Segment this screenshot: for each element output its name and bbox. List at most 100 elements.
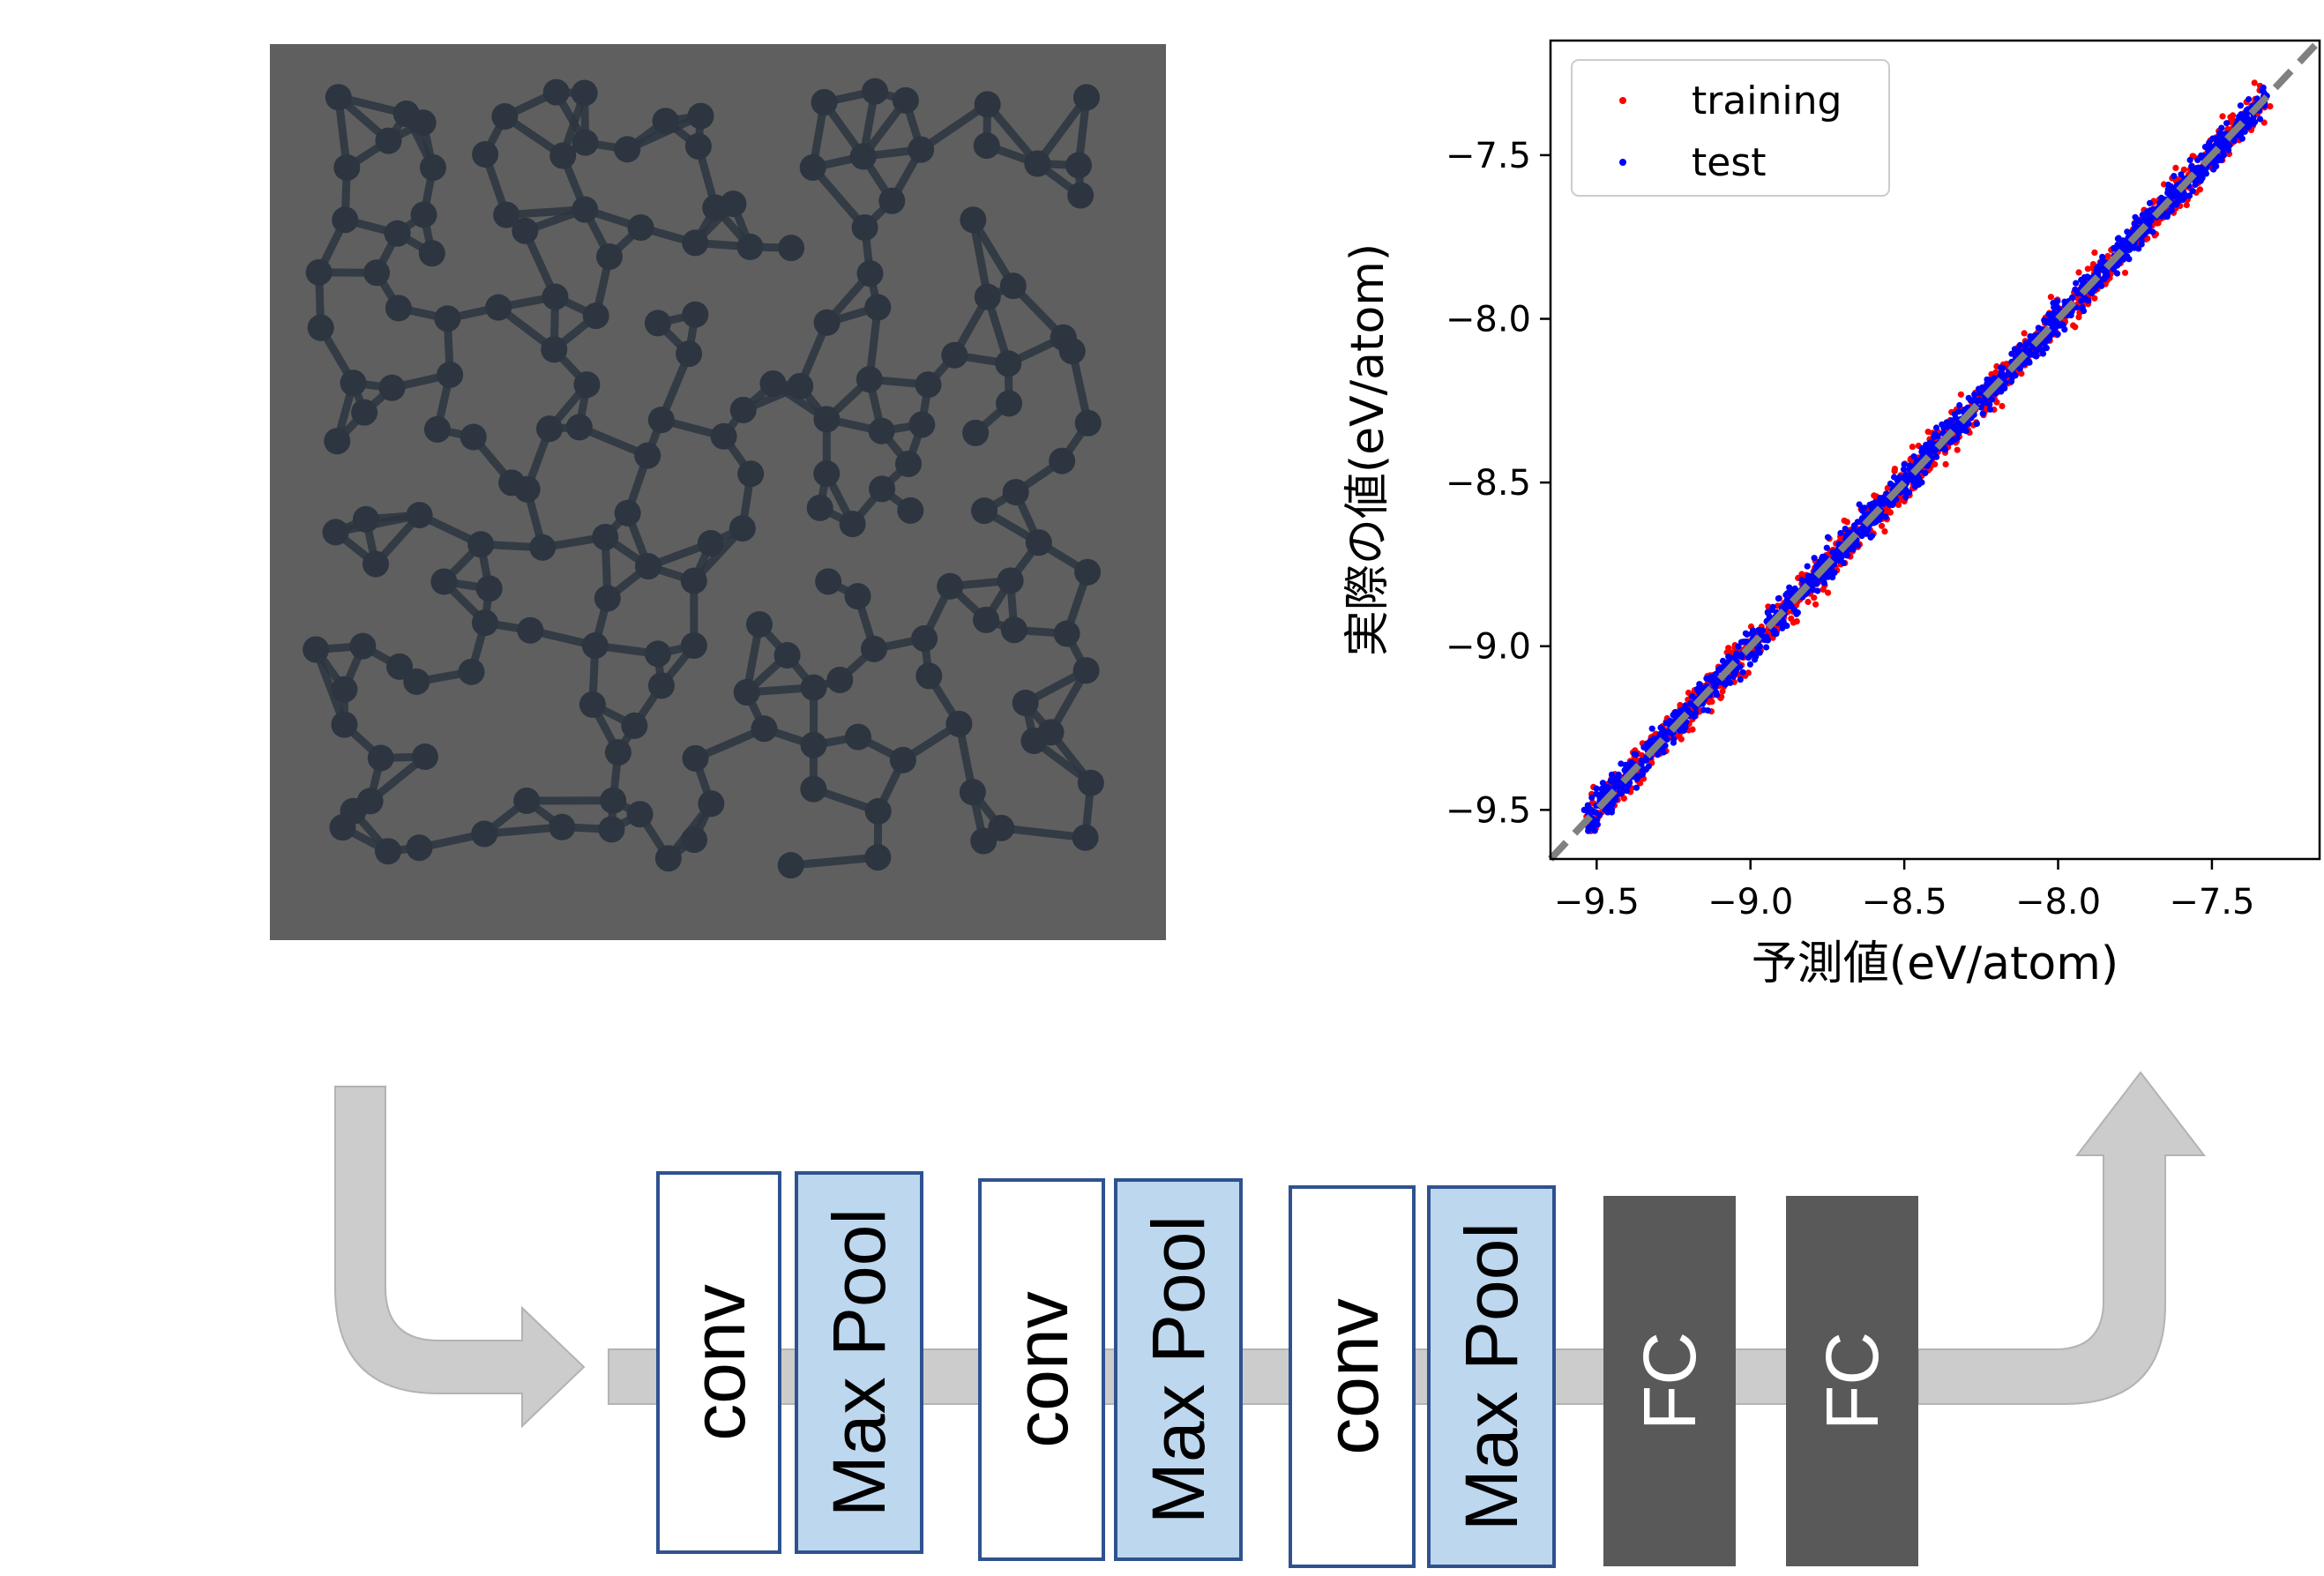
layer-block-4-pool: Max Pool	[1114, 1178, 1243, 1561]
point-test	[1915, 481, 1922, 489]
atom	[460, 423, 487, 451]
point-test	[1955, 408, 1962, 415]
point-test	[1901, 461, 1908, 468]
layer-block-8-fc: FC	[1786, 1196, 1918, 1566]
atom	[437, 361, 464, 388]
point-test	[2172, 188, 2179, 195]
point-test	[2078, 304, 2086, 311]
point-test	[1823, 544, 1830, 551]
point-test	[1977, 404, 1984, 411]
atom	[962, 419, 990, 446]
point-test	[1744, 631, 1751, 639]
point-test	[2201, 144, 2208, 151]
point-test	[1791, 585, 1798, 593]
atom	[410, 201, 437, 228]
atom	[878, 187, 906, 214]
point-test	[1735, 643, 1742, 650]
atom	[572, 129, 599, 156]
atom	[799, 153, 826, 181]
atom	[897, 497, 924, 524]
point-test	[1926, 439, 1933, 447]
point-test	[1902, 477, 1910, 484]
point-test	[2192, 181, 2199, 189]
atom	[682, 301, 709, 328]
point-test	[1608, 771, 1616, 778]
y-tick-label: −9.5	[1446, 790, 1531, 831]
atom	[996, 390, 1023, 417]
atom	[864, 294, 892, 321]
atom	[697, 530, 724, 557]
point-test	[1733, 650, 1740, 657]
atom	[1025, 529, 1052, 556]
atom	[856, 260, 884, 288]
point-test	[1854, 519, 1861, 526]
atom	[579, 691, 606, 718]
point-test	[2210, 166, 2217, 173]
point-training	[2084, 265, 2091, 273]
point-training	[1992, 369, 1999, 376]
point-test	[2171, 173, 2178, 180]
atom	[851, 213, 878, 241]
atom	[945, 710, 973, 737]
point-test	[1599, 780, 1606, 787]
point-test	[1979, 410, 1986, 417]
point-test	[1926, 449, 1933, 456]
point-training	[2180, 166, 2187, 174]
atom	[535, 415, 563, 443]
atom	[596, 243, 624, 270]
atom	[869, 475, 896, 503]
point-test	[1764, 637, 1771, 644]
atom	[849, 143, 877, 170]
atom	[375, 127, 402, 154]
atom	[349, 632, 377, 660]
point-test	[1773, 631, 1780, 638]
point-test	[2178, 171, 2185, 178]
point-test	[2113, 270, 2121, 277]
point-test	[1974, 398, 1981, 405]
point-test	[1793, 610, 1800, 617]
point-test	[2149, 205, 2156, 213]
point-test	[2246, 123, 2253, 131]
atom	[542, 78, 570, 106]
atom	[729, 515, 756, 542]
point-test	[1769, 603, 1776, 610]
atom	[997, 567, 1024, 594]
atom	[307, 314, 334, 341]
point-test	[1609, 778, 1616, 786]
atom	[778, 235, 805, 262]
point-test	[1896, 474, 1903, 481]
point-test	[2172, 200, 2179, 207]
point-training	[1881, 528, 1888, 535]
atom	[325, 84, 352, 111]
point-test	[1954, 435, 1961, 442]
identity-reference-line	[1548, 38, 2322, 862]
atom	[988, 814, 1015, 841]
point-training	[2047, 294, 2054, 301]
point-test	[1825, 573, 1832, 580]
atom	[621, 712, 648, 739]
atom	[549, 813, 576, 840]
point-test	[2110, 265, 2117, 273]
atom	[362, 550, 390, 578]
conv-block-box	[978, 1178, 1105, 1561]
point-training	[2070, 322, 2077, 329]
atom	[960, 206, 987, 234]
point-training	[1811, 594, 1818, 601]
point-test	[1856, 501, 1863, 508]
atom	[409, 109, 437, 137]
layer-block-3-conv: conv	[978, 1178, 1105, 1561]
point-training	[1957, 391, 1964, 398]
point-test	[1584, 802, 1591, 809]
point-test	[2216, 156, 2223, 163]
atom	[406, 834, 433, 862]
atom	[592, 523, 619, 550]
atom	[475, 575, 503, 602]
legend-label-training: training	[1692, 78, 1842, 123]
atom	[512, 217, 539, 244]
point-test	[1902, 494, 1909, 501]
point-test	[2237, 102, 2244, 109]
atom	[600, 787, 627, 814]
layer-block-2-pool: Max Pool	[795, 1171, 923, 1554]
point-test	[2246, 96, 2253, 103]
atom	[911, 625, 938, 653]
